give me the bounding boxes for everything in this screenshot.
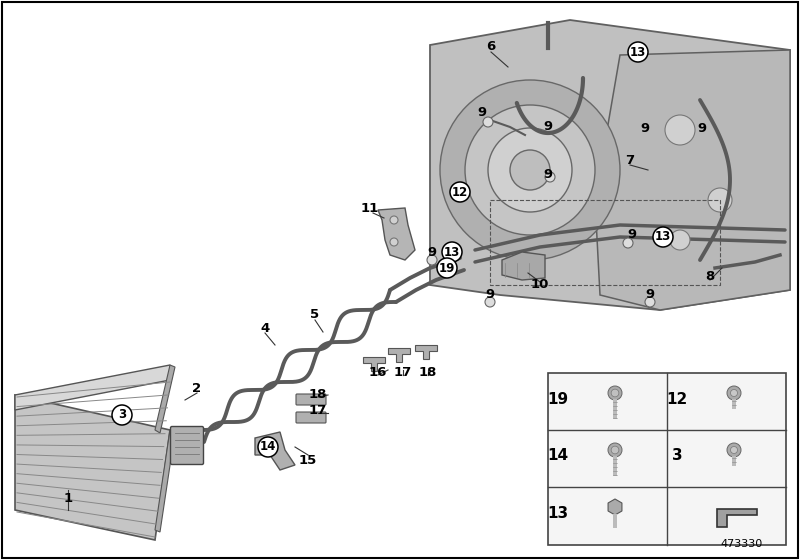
- FancyBboxPatch shape: [296, 394, 326, 405]
- Text: 12: 12: [452, 185, 468, 198]
- Circle shape: [510, 150, 550, 190]
- Circle shape: [608, 443, 622, 457]
- Text: 15: 15: [299, 454, 317, 466]
- Circle shape: [258, 437, 278, 457]
- FancyBboxPatch shape: [170, 427, 203, 464]
- Text: 2: 2: [193, 381, 202, 394]
- Text: 17: 17: [394, 366, 412, 379]
- Text: 11: 11: [361, 202, 379, 214]
- Polygon shape: [502, 252, 545, 280]
- Text: 14: 14: [260, 441, 276, 454]
- Text: 18: 18: [309, 389, 327, 402]
- Circle shape: [727, 443, 741, 457]
- Bar: [732, 456, 736, 466]
- Text: 9: 9: [543, 169, 553, 181]
- Circle shape: [645, 297, 655, 307]
- Polygon shape: [363, 357, 385, 371]
- Text: 13: 13: [655, 231, 671, 244]
- Circle shape: [112, 405, 132, 425]
- Circle shape: [545, 172, 555, 182]
- Bar: [732, 399, 736, 409]
- Polygon shape: [155, 365, 175, 433]
- Text: 7: 7: [626, 153, 634, 166]
- Circle shape: [730, 390, 738, 396]
- Circle shape: [708, 188, 732, 212]
- Text: 9: 9: [627, 228, 637, 241]
- Circle shape: [653, 227, 673, 247]
- Bar: [613, 514, 617, 528]
- Circle shape: [483, 117, 493, 127]
- Text: 4: 4: [260, 321, 270, 334]
- Circle shape: [611, 389, 619, 397]
- Circle shape: [608, 386, 622, 400]
- Circle shape: [670, 230, 690, 250]
- Text: 9: 9: [486, 288, 494, 301]
- Text: 9: 9: [641, 122, 650, 134]
- Circle shape: [485, 297, 495, 307]
- Circle shape: [427, 255, 437, 265]
- Text: 16: 16: [369, 366, 387, 379]
- Polygon shape: [15, 395, 170, 540]
- Text: 8: 8: [706, 270, 714, 283]
- Circle shape: [628, 42, 648, 62]
- Circle shape: [442, 242, 462, 262]
- Polygon shape: [255, 432, 295, 470]
- Polygon shape: [378, 208, 415, 260]
- Bar: [614, 399, 617, 419]
- Text: 473330: 473330: [721, 539, 763, 549]
- Circle shape: [440, 80, 620, 260]
- Circle shape: [727, 386, 741, 400]
- Text: 9: 9: [543, 120, 553, 133]
- Circle shape: [390, 216, 398, 224]
- Text: 13: 13: [444, 245, 460, 259]
- Text: 19: 19: [547, 391, 569, 407]
- Text: 9: 9: [646, 288, 654, 301]
- Text: 14: 14: [547, 449, 569, 464]
- Polygon shape: [595, 50, 790, 310]
- Circle shape: [488, 128, 572, 212]
- Circle shape: [623, 238, 633, 248]
- Text: 13: 13: [547, 506, 569, 520]
- Circle shape: [730, 446, 738, 454]
- Text: 9: 9: [698, 122, 706, 134]
- Text: 12: 12: [666, 391, 688, 407]
- Polygon shape: [430, 20, 790, 310]
- Text: 9: 9: [427, 245, 437, 259]
- Text: 3: 3: [672, 449, 682, 464]
- Text: 18: 18: [419, 366, 437, 379]
- Circle shape: [450, 182, 470, 202]
- Text: 9: 9: [478, 105, 486, 119]
- Polygon shape: [155, 430, 175, 532]
- Text: 19: 19: [439, 262, 455, 274]
- Circle shape: [465, 105, 595, 235]
- Polygon shape: [15, 365, 170, 410]
- Circle shape: [390, 238, 398, 246]
- Text: 13: 13: [630, 45, 646, 58]
- Polygon shape: [717, 509, 757, 527]
- Bar: [614, 456, 617, 476]
- Bar: [548, 373, 786, 545]
- Text: 5: 5: [310, 309, 319, 321]
- Text: 3: 3: [118, 408, 126, 422]
- Circle shape: [437, 258, 457, 278]
- Text: 1: 1: [63, 492, 73, 505]
- Text: 17: 17: [309, 404, 327, 417]
- Polygon shape: [388, 348, 410, 362]
- FancyBboxPatch shape: [296, 412, 326, 423]
- Polygon shape: [415, 345, 437, 359]
- Circle shape: [611, 446, 619, 454]
- Text: 10: 10: [531, 278, 549, 292]
- Polygon shape: [608, 499, 622, 515]
- Circle shape: [665, 115, 695, 145]
- Text: 6: 6: [486, 40, 496, 54]
